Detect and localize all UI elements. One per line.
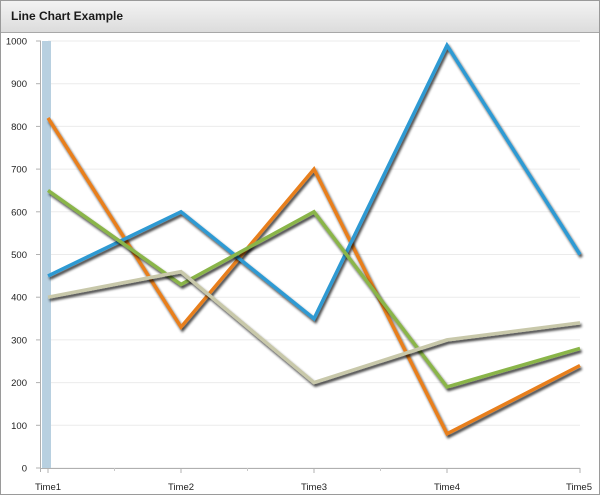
x-tick-label: Time5 <box>566 482 592 493</box>
x-tick-labels: Time1 Time2 Time3 Time4 Time5 <box>35 468 592 493</box>
x-tick-label: Time3 <box>301 482 327 493</box>
series-line-3 <box>46 188 581 389</box>
panel-title: Line Chart Example <box>11 9 124 23</box>
panel-header: Line Chart Example <box>1 1 599 33</box>
series-line-2 <box>47 41 582 322</box>
y-axis-band-rect <box>42 41 51 468</box>
y-tick-label: 100 <box>11 421 27 432</box>
x-tick-label: Time4 <box>434 482 460 493</box>
axes <box>40 41 580 472</box>
series-lines <box>46 41 582 437</box>
y-tick-labels: 0 100 200 300 400 500 600 700 800 900 1000 <box>6 37 41 475</box>
y-tick-label: 700 <box>11 165 27 176</box>
y-tick-label: 600 <box>11 207 27 218</box>
y-tick-label: 300 <box>11 335 27 346</box>
y-tick-label: 1000 <box>6 37 27 48</box>
x-tick-label: Time1 <box>35 482 61 493</box>
series-line-4 <box>47 269 581 385</box>
y-tick-label: 500 <box>11 250 27 261</box>
y-tick-label: 900 <box>11 79 27 90</box>
y-tick-label: 400 <box>11 293 27 304</box>
y-axis-band <box>42 41 51 468</box>
x-tick-label: Time2 <box>168 482 194 493</box>
grid-lines <box>48 40 580 469</box>
y-tick-label: 800 <box>11 122 27 133</box>
y-tick-label: 200 <box>11 378 27 389</box>
y-tick-label: 0 <box>22 464 27 475</box>
series-line-1 <box>46 116 581 437</box>
